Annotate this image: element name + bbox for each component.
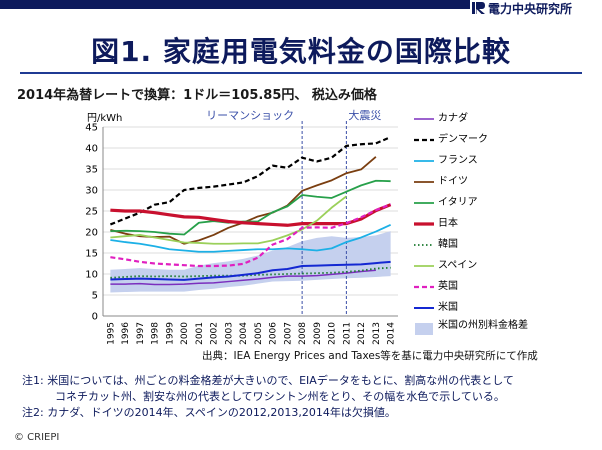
org-name: 電力中央研究所 [488, 2, 573, 16]
y-tick-label: 30 [85, 186, 98, 197]
x-tick-label: 2004 [239, 322, 249, 345]
legend-item: 米国の州別料金格差 [414, 318, 542, 348]
legend-item: 英国 [414, 276, 542, 297]
chart-legend: カナダデンマークフランスドイツイタリア日本韓国スペイン英国米国米国の州別料金格差 [414, 108, 542, 348]
x-tick-label: 2011 [342, 322, 352, 345]
series-line [110, 156, 377, 245]
x-tick-label: 2001 [195, 322, 205, 345]
series-line [110, 269, 376, 286]
legend-swatch [414, 202, 434, 204]
header-bar [0, 0, 602, 10]
legend-label: 英国 [438, 281, 458, 292]
criepi-logo-icon [472, 2, 485, 14]
legend-swatch [414, 307, 434, 309]
series-line [110, 179, 391, 236]
x-tick-label: 2014 [387, 322, 397, 345]
x-tick-label: 1998 [151, 322, 161, 345]
legend-swatch [414, 160, 434, 162]
series-line [110, 195, 347, 245]
y-tick-label: 20 [85, 228, 98, 239]
x-tick-label: 2005 [254, 322, 264, 345]
org-brand: 電力中央研究所 [470, 0, 602, 18]
legend-swatch [414, 265, 434, 267]
x-tick-label: 2010 [328, 322, 338, 345]
legend-label: フランス [438, 155, 478, 166]
series-line [110, 260, 391, 281]
series-line [110, 224, 392, 253]
x-tick-label: 2013 [372, 322, 382, 345]
legend-label: ドイツ [438, 176, 468, 187]
y-axis-label: 円/kWh [87, 113, 122, 124]
legend-item: イタリア [414, 192, 542, 213]
page-title: 図1. 家庭用電気料金の国際比較 [91, 35, 511, 68]
y-tick-label: 35 [85, 165, 98, 176]
legend-label: 米国の州別料金格差 [438, 320, 528, 331]
chart-subtitle: 2014年為替レートで換算：1ドル＝105.85円、 税込み価格 [17, 88, 377, 103]
legend-swatch [414, 138, 434, 142]
legend-item: スペイン [414, 255, 542, 276]
event-marker-label: リーマンショック [206, 109, 294, 122]
x-tick-label: 1997 [136, 322, 146, 345]
y-tick-label: 0 [92, 312, 98, 323]
footnote-1-cont: コネチカット州、割安な州の代表としてワシントン州をとり、その幅を水色で示している… [22, 390, 505, 403]
legend-item: 韓国 [414, 234, 542, 255]
legend-item: デンマーク [414, 129, 542, 150]
series-line [110, 203, 392, 227]
footnote-2: 注2: カナダ、ドイツの2014年、スペインの2012,2013,2014年は欠… [22, 406, 396, 419]
legend-item: カナダ [414, 108, 542, 129]
y-tick-label: 25 [85, 207, 98, 218]
series-line [110, 266, 391, 279]
event-marker-label: 大震災 [348, 108, 381, 122]
legend-item: 米国 [414, 297, 542, 318]
legend-label: イタリア [438, 197, 478, 208]
y-tick-label: 5 [92, 291, 98, 302]
x-tick-label: 1996 [121, 322, 131, 345]
footnote-1: 注1: 米国については、州ごとの料金格差が大きいので、EIAデータをもとに、割高… [22, 374, 514, 387]
legend-swatch [414, 222, 434, 226]
y-tick-label: 10 [85, 270, 98, 281]
x-tick-label: 2007 [283, 322, 293, 345]
source-note: 出典：IEA Energy Prices and Taxes等を基に電力中央研究… [202, 350, 538, 362]
title-underline [20, 72, 582, 74]
legend-swatch [414, 118, 434, 120]
y-tick-label: 40 [85, 144, 98, 155]
x-tick-label: 2003 [224, 322, 234, 345]
series-line [109, 136, 392, 226]
x-tick-label: 2006 [269, 322, 279, 345]
legend-item: 日本 [414, 213, 542, 234]
y-tick-label: 45 [85, 123, 98, 134]
legend-swatch [414, 181, 434, 183]
legend-label: 米国 [438, 302, 458, 313]
legend-item: ドイツ [414, 171, 542, 192]
legend-swatch [414, 244, 434, 246]
x-tick-label: 1995 [106, 322, 116, 345]
x-tick-label: 2009 [313, 322, 323, 345]
legend-item: フランス [414, 150, 542, 171]
copyright: © CRIEPI [14, 432, 60, 443]
legend-swatch [415, 323, 433, 335]
legend-label: デンマーク [438, 134, 488, 145]
x-tick-label: 2008 [298, 322, 308, 345]
x-tick-label: 1999 [165, 322, 175, 345]
legend-label: 韓国 [438, 239, 458, 250]
x-tick-label: 2002 [210, 322, 220, 345]
legend-label: スペイン [438, 260, 478, 271]
legend-label: 日本 [438, 218, 458, 229]
header-stripe [0, 0, 470, 9]
legend-label: カナダ [438, 113, 468, 124]
x-tick-label: 2012 [357, 322, 367, 345]
y-tick-label: 15 [85, 249, 98, 260]
x-tick-label: 2000 [180, 322, 190, 345]
legend-swatch [414, 285, 434, 289]
